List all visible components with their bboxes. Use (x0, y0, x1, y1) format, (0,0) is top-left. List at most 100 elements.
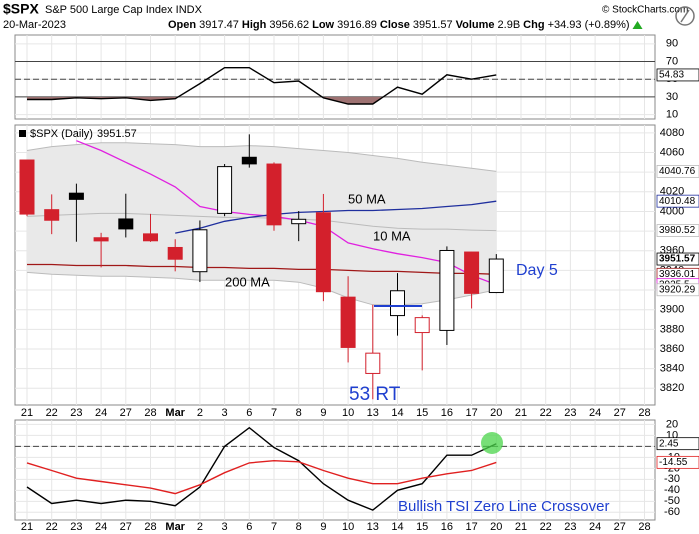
x-tick-label: 27 (614, 407, 626, 419)
x-tick-label: 15 (416, 407, 428, 419)
value-label: 54.83 (659, 70, 684, 81)
candle-body (68, 192, 84, 200)
x-tick-label: 8 (296, 407, 302, 419)
x-tick-label: 23 (70, 521, 82, 533)
candle-body (19, 159, 35, 215)
x-tick-label: 3 (222, 407, 228, 419)
quote-label: Open (168, 19, 196, 31)
x-tick-label: 10 (342, 521, 354, 533)
indicator-line (26, 459, 497, 495)
logo (675, 6, 695, 26)
candle-body (217, 166, 233, 214)
panel-title-value: 3951.57 (97, 128, 137, 140)
candle-body (365, 352, 381, 374)
x-tick-label: 22 (46, 407, 58, 419)
x-tick-label: 15 (416, 521, 428, 533)
candle-body (241, 156, 257, 165)
panel-frame (14, 419, 656, 521)
x-tick-label: 7 (271, 407, 277, 419)
indicator-line (26, 426, 497, 511)
value-label-box (656, 224, 699, 237)
x-tick-label: Mar (165, 521, 185, 533)
value-label: 2.45 (659, 438, 679, 449)
x-tick-label: 21 (21, 407, 33, 419)
x-tick-label: 24 (589, 521, 601, 533)
y-tick-label: 4060 (660, 146, 684, 158)
value-label: 3980.52 (659, 225, 696, 236)
x-tick-label: 28 (144, 407, 156, 419)
value-label: 3920.29 (659, 284, 696, 295)
date: 20-Mar-2023 (3, 19, 66, 31)
value-label: 3951.57 (659, 254, 696, 265)
x-tick-label: 2 (197, 521, 203, 533)
quote-value: 3951.57 (413, 19, 453, 31)
band-line (26, 212, 497, 232)
candle-body (488, 258, 504, 294)
y-tick-label: 4080 (660, 127, 684, 139)
value-label-box (656, 194, 699, 208)
value-label: 4010.48 (659, 196, 696, 207)
x-tick-label: 24 (95, 407, 107, 419)
y-tick-label: 4020 (660, 186, 684, 198)
quote-label: Low (312, 19, 334, 31)
y-tick-label: 20 (666, 418, 678, 430)
band-line (26, 142, 497, 172)
quote-field: Open 3917.47 (168, 19, 239, 31)
x-tick-label: 23 (70, 407, 82, 419)
y-tick-label: -30 (664, 473, 680, 485)
candle-body (167, 246, 183, 260)
y-tick-label: 3840 (660, 363, 684, 375)
quote-field: Close 3951.57 (380, 19, 453, 31)
x-tick-label: 8 (296, 521, 302, 533)
x-tick-label: 27 (120, 521, 132, 533)
x-tick-label: 28 (144, 521, 156, 533)
annotation: 200 MA (225, 274, 270, 289)
crossover-highlight (481, 432, 503, 454)
x-tick-label: 22 (540, 407, 552, 419)
up-arrow (632, 21, 643, 29)
value-label: 3936.01 (659, 269, 696, 280)
x-tick-label: 20 (490, 521, 502, 533)
quote-value: +34.93 (+0.89%) (548, 19, 630, 31)
candle-body (340, 296, 356, 348)
candle-body (390, 290, 405, 317)
x-tick-label: Mar (165, 407, 185, 419)
moving-average (76, 140, 497, 286)
y-tick-label: 90 (666, 38, 678, 50)
x-tick-label: 28 (638, 407, 650, 419)
band-area (27, 142, 497, 305)
quote-label: Chg (523, 19, 544, 31)
quote-field: High 3956.62 (242, 19, 309, 31)
y-tick-label: 3820 (660, 382, 684, 394)
quote-label: Volume (456, 19, 495, 31)
candle-body (143, 233, 158, 242)
index-name: S&P 500 Large Cap Index INDX (45, 4, 203, 16)
y-tick-label: 10 (666, 108, 678, 120)
x-tick-label: 23 (564, 521, 576, 533)
quote-value: 3916.89 (337, 19, 377, 31)
x-tick-label: 21 (515, 521, 527, 533)
y-tick-label: 70 (666, 55, 678, 67)
x-tick-label: 10 (342, 407, 354, 419)
x-tick-label: 9 (320, 521, 326, 533)
annotation: 53 RT (349, 384, 401, 405)
candle-body (315, 212, 331, 293)
x-tick-label: 3 (222, 521, 228, 533)
annotation: Day 5 (516, 262, 558, 279)
quote-value: 3956.62 (269, 19, 309, 31)
indicator-line (27, 67, 497, 105)
y-tick-label: 3900 (660, 304, 684, 316)
annotation: 10 MA (373, 228, 411, 243)
moving-average (27, 263, 497, 275)
annotation: 50 MA (348, 191, 386, 206)
candle-body (93, 237, 109, 242)
x-tick-label: 17 (465, 407, 477, 419)
x-tick-label: 24 (589, 407, 601, 419)
x-tick-label: 9 (320, 407, 326, 419)
value-label-box (656, 455, 699, 469)
x-tick-label: 6 (246, 407, 252, 419)
moving-average (175, 200, 497, 234)
title-swatch (19, 130, 26, 137)
value-label: -14.55 (659, 457, 688, 468)
